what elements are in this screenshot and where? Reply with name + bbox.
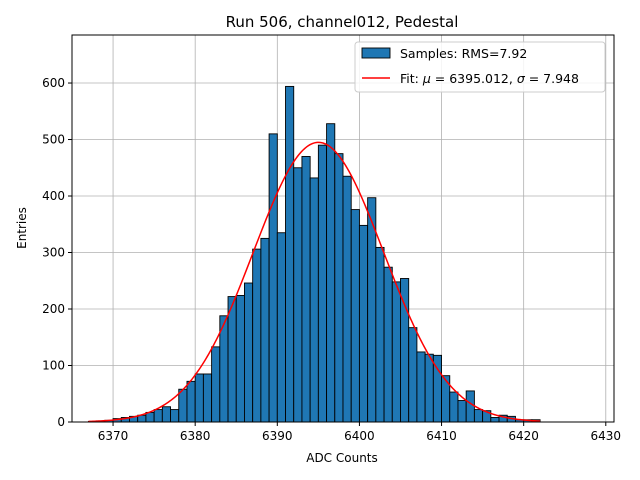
x-tick-label: 6430 bbox=[591, 429, 622, 443]
x-axis-label: ADC Counts bbox=[306, 451, 378, 465]
histogram-bar bbox=[457, 400, 467, 423]
histogram-bar bbox=[350, 209, 360, 423]
histogram-bar bbox=[285, 85, 295, 423]
histogram-bar bbox=[202, 373, 213, 423]
x-tick-label: 6390 bbox=[262, 429, 293, 443]
histogram-bar bbox=[317, 144, 328, 423]
y-tick-label: 400 bbox=[42, 189, 65, 203]
histogram-bar bbox=[490, 417, 500, 423]
histogram-bar bbox=[153, 409, 163, 423]
x-tick-label: 6420 bbox=[508, 429, 539, 443]
histogram-bar bbox=[408, 327, 418, 423]
histogram-bar bbox=[449, 391, 459, 423]
y-tick-label: 100 bbox=[42, 359, 65, 373]
histogram-bar bbox=[424, 353, 434, 423]
histogram-bar bbox=[244, 282, 254, 423]
histogram-bar bbox=[301, 156, 311, 423]
histogram-bar bbox=[326, 123, 336, 423]
y-axis-ticks: 0 100 200 300 400 500 600 bbox=[42, 76, 72, 429]
histogram-bar bbox=[383, 266, 393, 423]
histogram-bar bbox=[391, 281, 401, 423]
legend-fit-label: Fit: μ = 6395.012, σ = 7.948 bbox=[400, 71, 579, 86]
histogram-bars bbox=[87, 85, 541, 423]
histogram-bar bbox=[268, 133, 278, 423]
histogram-bar bbox=[375, 246, 385, 423]
y-tick-label: 500 bbox=[42, 133, 65, 147]
histogram-bar bbox=[276, 232, 286, 423]
histogram-bar bbox=[400, 278, 410, 423]
histogram-bar bbox=[186, 380, 196, 423]
legend-box bbox=[354, 41, 606, 93]
histogram-bar bbox=[260, 237, 270, 423]
legend-samples-label: Samples: RMS=7.92 bbox=[400, 46, 527, 61]
x-tick-label: 6380 bbox=[180, 429, 211, 443]
y-tick-label: 200 bbox=[42, 302, 65, 316]
histogram-bar bbox=[342, 175, 352, 423]
chart-title: Run 506, channel012, Pedestal bbox=[226, 13, 459, 31]
histogram-bar bbox=[416, 351, 426, 423]
fit-curve bbox=[88, 141, 541, 423]
legend: Samples: RMS=7.92 Fit: μ = 6395.012, σ =… bbox=[354, 41, 606, 93]
x-axis-ticks: 6370 6380 6390 6400 6410 6420 6430 bbox=[98, 422, 621, 443]
x-tick-label: 6370 bbox=[98, 429, 129, 443]
histogram-bar bbox=[194, 373, 204, 423]
histogram-bar bbox=[473, 409, 484, 423]
histogram-bar bbox=[367, 197, 377, 423]
histogram-bar bbox=[178, 388, 188, 423]
histogram-bar bbox=[334, 153, 344, 423]
legend-bar-swatch bbox=[361, 47, 391, 59]
x-tick-label: 6410 bbox=[426, 429, 457, 443]
y-axis-label: Entries bbox=[15, 207, 29, 249]
y-tick-label: 0 bbox=[57, 415, 65, 429]
x-tick-label: 6400 bbox=[344, 429, 375, 443]
y-tick-label: 600 bbox=[42, 76, 65, 90]
histogram-bar bbox=[161, 406, 171, 423]
y-tick-label: 300 bbox=[42, 246, 65, 260]
plot-frame bbox=[71, 34, 615, 423]
histogram-bar bbox=[235, 294, 245, 423]
histogram-bar bbox=[252, 248, 262, 423]
histogram-bar bbox=[358, 224, 369, 423]
histogram-bar bbox=[227, 296, 237, 423]
histogram-bar bbox=[465, 390, 475, 423]
histogram-bar bbox=[309, 177, 319, 423]
histogram-bar bbox=[211, 346, 221, 423]
histogram-bar bbox=[170, 409, 180, 423]
histogram-bar bbox=[293, 167, 303, 423]
